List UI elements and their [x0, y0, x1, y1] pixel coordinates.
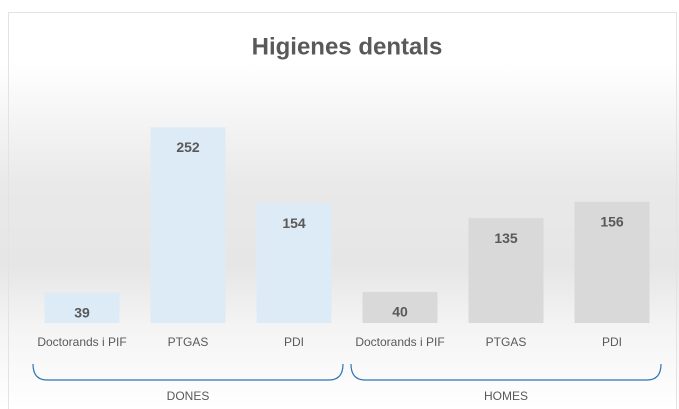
bar — [362, 291, 438, 323]
group-bracket — [350, 363, 662, 381]
x-tick-label: PTGAS — [485, 335, 527, 349]
bar — [468, 218, 544, 323]
x-tick-label: Doctorands i PIF — [355, 335, 445, 349]
data-label: 40 — [392, 304, 408, 320]
x-tick-label: PDI — [283, 335, 304, 349]
data-label: 252 — [176, 139, 200, 155]
bar — [44, 292, 120, 323]
group-label: DONES — [166, 389, 210, 403]
data-label: 156 — [600, 214, 624, 230]
bar — [256, 203, 332, 323]
bar — [574, 201, 650, 323]
x-tick-label: PDI — [601, 335, 622, 349]
bar — [150, 127, 226, 323]
data-label: 135 — [494, 230, 518, 246]
x-tick-label: Doctorands i PIF — [37, 335, 127, 349]
data-label: 39 — [74, 304, 90, 320]
chart-border — [8, 12, 677, 409]
data-label: 154 — [282, 215, 306, 231]
chart-title: Higienes dentals — [252, 33, 443, 60]
x-tick-label: PTGAS — [167, 335, 209, 349]
group-bracket — [32, 363, 344, 381]
group-label: HOMES — [483, 389, 528, 403]
